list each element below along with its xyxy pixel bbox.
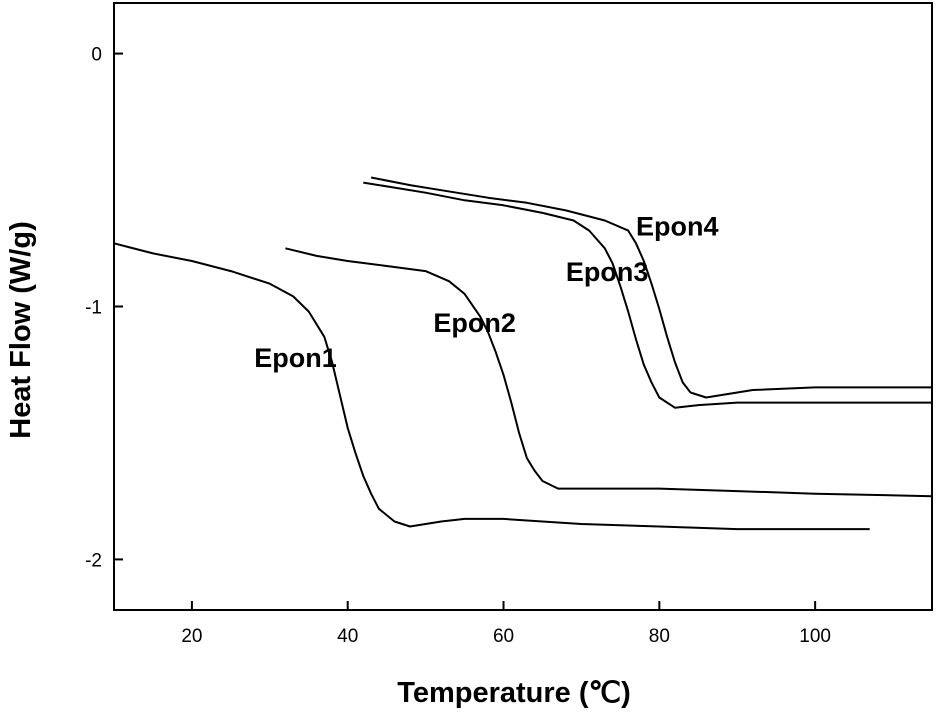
x-tick-label-20: 20 (181, 626, 202, 647)
x-axis: 20 40 60 80 100 (181, 601, 831, 647)
x-tick-label-100: 100 (799, 626, 831, 647)
y-tick-label-0: 0 (91, 45, 102, 66)
epon2-line (285, 247, 933, 498)
epon3-label: Epon3 (566, 257, 649, 287)
epon4-label: Epon4 (636, 212, 719, 242)
y-axis: 0 -1 -2 (85, 45, 123, 571)
epon4-line (370, 176, 932, 399)
epon1-line (113, 242, 870, 531)
y-tick-label--2: -2 (85, 550, 102, 571)
epon1-label: Epon1 (254, 343, 337, 373)
x-axis-title: Temperature (℃) (397, 677, 630, 709)
epon3-line (363, 181, 932, 409)
series-lines (113, 176, 933, 531)
plot-frame (113, 2, 933, 611)
y-tick-label--1: -1 (85, 298, 102, 319)
epon2-label: Epon2 (433, 308, 516, 338)
x-tick-label-80: 80 (649, 626, 670, 647)
series-labels: Epon1 Epon2 Epon3 Epon4 (254, 212, 718, 374)
x-tick-label-40: 40 (337, 626, 358, 647)
x-tick-label-60: 60 (493, 626, 514, 647)
y-axis-title: Heat Flow (W/g) (5, 221, 37, 438)
